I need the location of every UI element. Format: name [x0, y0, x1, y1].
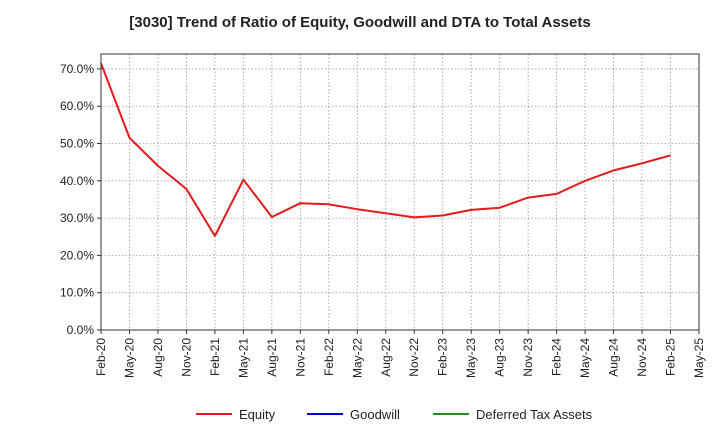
series-lines [100, 62, 671, 237]
legend-label-goodwill: Goodwill [350, 407, 400, 422]
x-tick-label: May-22 [350, 338, 364, 378]
x-tick-label: Aug-22 [379, 338, 393, 377]
x-tick-label: Nov-21 [293, 338, 307, 377]
x-tick-label: Aug-20 [151, 338, 165, 377]
chart-title: [3030] Trend of Ratio of Equity, Goodwil… [129, 14, 591, 31]
legend-label-equity: Equity [239, 407, 276, 422]
x-tick-label: May-25 [692, 338, 706, 378]
x-tick-label: Feb-25 [664, 338, 678, 376]
x-tick-label: Aug-21 [265, 338, 279, 377]
x-tick-label: Nov-22 [407, 338, 421, 377]
x-tick-label: Feb-22 [322, 338, 336, 376]
x-tick-label: Feb-24 [550, 338, 564, 376]
x-tick-label: Feb-23 [436, 338, 450, 376]
grid-lines [100, 54, 700, 331]
plot-frame [100, 53, 700, 331]
y-tick-label: 30.0% [60, 211, 94, 225]
x-tick-label: May-24 [578, 338, 592, 378]
series-line-equity [100, 62, 671, 237]
y-tick-label: 10.0% [60, 286, 94, 300]
x-tick-label: Nov-20 [179, 338, 193, 377]
y-tick-label: 50.0% [60, 137, 94, 151]
x-axis-ticks: Feb-20 May-20 Aug-20 Nov-20 Feb-21 May-21 Aug-… [94, 330, 706, 378]
x-tick-label: May-23 [464, 338, 478, 378]
x-tick-label: Feb-21 [208, 338, 222, 376]
y-tick-label: 70.0% [60, 62, 94, 76]
y-tick-label: 20.0% [60, 248, 94, 262]
x-tick-label: Nov-23 [521, 338, 535, 377]
legend: Equity Goodwill Deferred Tax Assets [196, 407, 593, 422]
x-tick-label: Aug-24 [607, 338, 621, 377]
x-tick-label: May-20 [122, 338, 136, 378]
x-tick-label: Aug-23 [493, 338, 507, 377]
legend-label-deferred-tax-assets: Deferred Tax Assets [476, 407, 593, 422]
x-tick-label: May-21 [236, 338, 250, 378]
y-axis-ticks: 0.0% 10.0% 20.0% 30.0% 40.0% 50.0% 60.0% 70.0% [60, 62, 101, 337]
y-tick-label: 40.0% [60, 174, 94, 188]
x-tick-label: Feb-20 [94, 338, 108, 376]
x-tick-label: Nov-24 [635, 338, 649, 377]
y-tick-label: 60.0% [60, 99, 94, 113]
y-tick-label: 0.0% [67, 323, 95, 337]
